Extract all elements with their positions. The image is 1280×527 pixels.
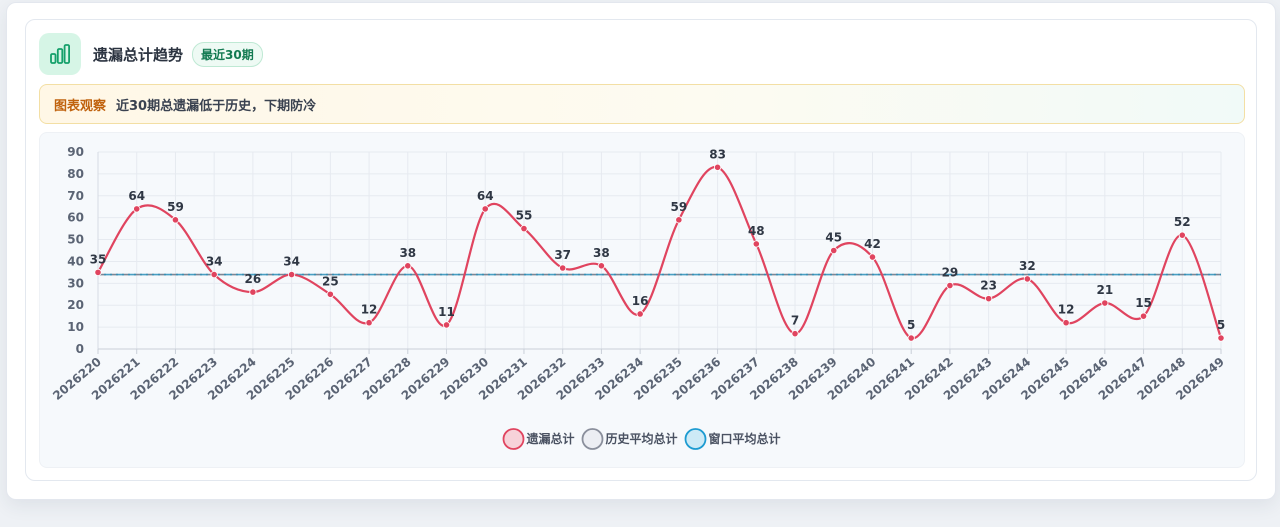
data-label: 48 [748, 224, 765, 238]
data-label: 52 [1174, 215, 1191, 229]
data-label: 34 [283, 255, 300, 269]
line-chart: 0102030405060708090202622020262212026222… [50, 145, 1227, 450]
y-tick-label: 0 [76, 342, 84, 356]
data-label: 59 [671, 200, 688, 214]
data-point [597, 262, 606, 270]
y-tick-label: 80 [67, 167, 84, 181]
data-label: 55 [516, 209, 533, 223]
series-line-missing-total [97, 166, 1223, 340]
data-point [288, 270, 296, 279]
data-label: 45 [825, 231, 842, 245]
data-point [1101, 299, 1109, 307]
data-label: 23 [980, 279, 997, 293]
data-point [713, 163, 722, 171]
y-tick-label: 40 [67, 254, 84, 268]
legend-item: 历史平均总计 [581, 428, 678, 450]
data-point [1023, 275, 1031, 283]
y-tick-label: 20 [67, 298, 84, 312]
data-label: 26 [245, 272, 262, 286]
bar-chart-icon [39, 33, 81, 75]
legend-label: 遗漏总计 [526, 431, 575, 446]
data-point [326, 290, 334, 298]
data-point [830, 246, 838, 255]
data-label: 12 [1058, 303, 1075, 317]
y-tick-label: 10 [67, 320, 84, 334]
outer-container: 遗漏总计趋势 最近30期 图表观察 近30期总遗漏低于历史，下期防冷 0 10 20… [6, 2, 1276, 500]
data-point [907, 334, 915, 342]
data-label: 15 [1135, 296, 1152, 310]
data-point [520, 225, 528, 233]
notice-tag: 图表观察 [54, 98, 107, 114]
data-label: 7 [791, 314, 799, 328]
data-label: 37 [554, 248, 571, 262]
data-point [210, 270, 218, 279]
data-label: 64 [477, 189, 494, 203]
trend-card: 遗漏总计趋势 最近30期 图表观察 近30期总遗漏低于历史，下期防冷 0 10 20… [25, 19, 1257, 481]
data-label: 64 [128, 189, 145, 203]
data-label: 83 [709, 147, 726, 161]
data-point [1217, 334, 1225, 342]
data-point [442, 321, 451, 329]
data-point [249, 288, 257, 296]
chart-panel: 0 10 20 30 40 50 60 70 80 90 2026220 2026221 2026222… [39, 132, 1245, 468]
data-label: 5 [907, 318, 915, 332]
legend-item: 遗漏总计 [502, 428, 575, 450]
data-point [133, 205, 141, 213]
y-tick-label: 70 [67, 189, 84, 203]
data-point [365, 319, 373, 327]
notice-text: 近30期总遗漏低于历史，下期防冷 [116, 98, 317, 114]
data-label: 35 [90, 252, 107, 266]
data-point [791, 330, 799, 338]
data-label: 12 [361, 303, 378, 317]
data-label: 34 [206, 255, 223, 269]
y-tick-label: 90 [67, 145, 84, 159]
data-label: 38 [593, 246, 610, 260]
data-point [985, 295, 993, 303]
data-point [94, 268, 102, 276]
data-label: 59 [167, 200, 184, 214]
data-point [675, 216, 683, 224]
data-point [1062, 319, 1070, 327]
data-point [404, 262, 412, 270]
card-title: 遗漏总计趋势 [93, 45, 184, 64]
data-point [481, 205, 489, 213]
y-tick-label: 30 [67, 276, 84, 290]
data-point [946, 281, 954, 290]
chart-observation-notice: 图表观察 近30期总遗漏低于历史，下期防冷 [39, 84, 1245, 124]
y-tick-label: 60 [67, 211, 84, 225]
data-label: 21 [1096, 283, 1113, 297]
data-label: 16 [632, 294, 649, 308]
data-point [171, 216, 180, 224]
data-point [1139, 312, 1148, 320]
data-label: 42 [864, 237, 881, 251]
period-badge: 最近30期 [192, 41, 263, 67]
data-point [559, 264, 567, 272]
legend-marker [502, 428, 525, 450]
data-point [636, 310, 644, 318]
data-label: 29 [942, 266, 959, 280]
legend-marker [581, 428, 604, 450]
data-label: 32 [1019, 259, 1036, 273]
data-label: 25 [322, 274, 339, 288]
data-point [752, 240, 760, 248]
data-label: 11 [438, 305, 455, 319]
data-label: 5 [1217, 318, 1225, 332]
data-label: 38 [399, 246, 416, 260]
legend-marker [684, 428, 707, 450]
data-point [868, 253, 877, 261]
y-tick-label: 50 [67, 233, 84, 247]
legend-label: 窗口平均总计 [709, 431, 781, 446]
card-header: 遗漏总计趋势 最近30期 [39, 32, 263, 76]
data-point [1178, 231, 1186, 239]
legend-label: 历史平均总计 [606, 431, 678, 446]
legend-item: 窗口平均总计 [684, 428, 781, 450]
